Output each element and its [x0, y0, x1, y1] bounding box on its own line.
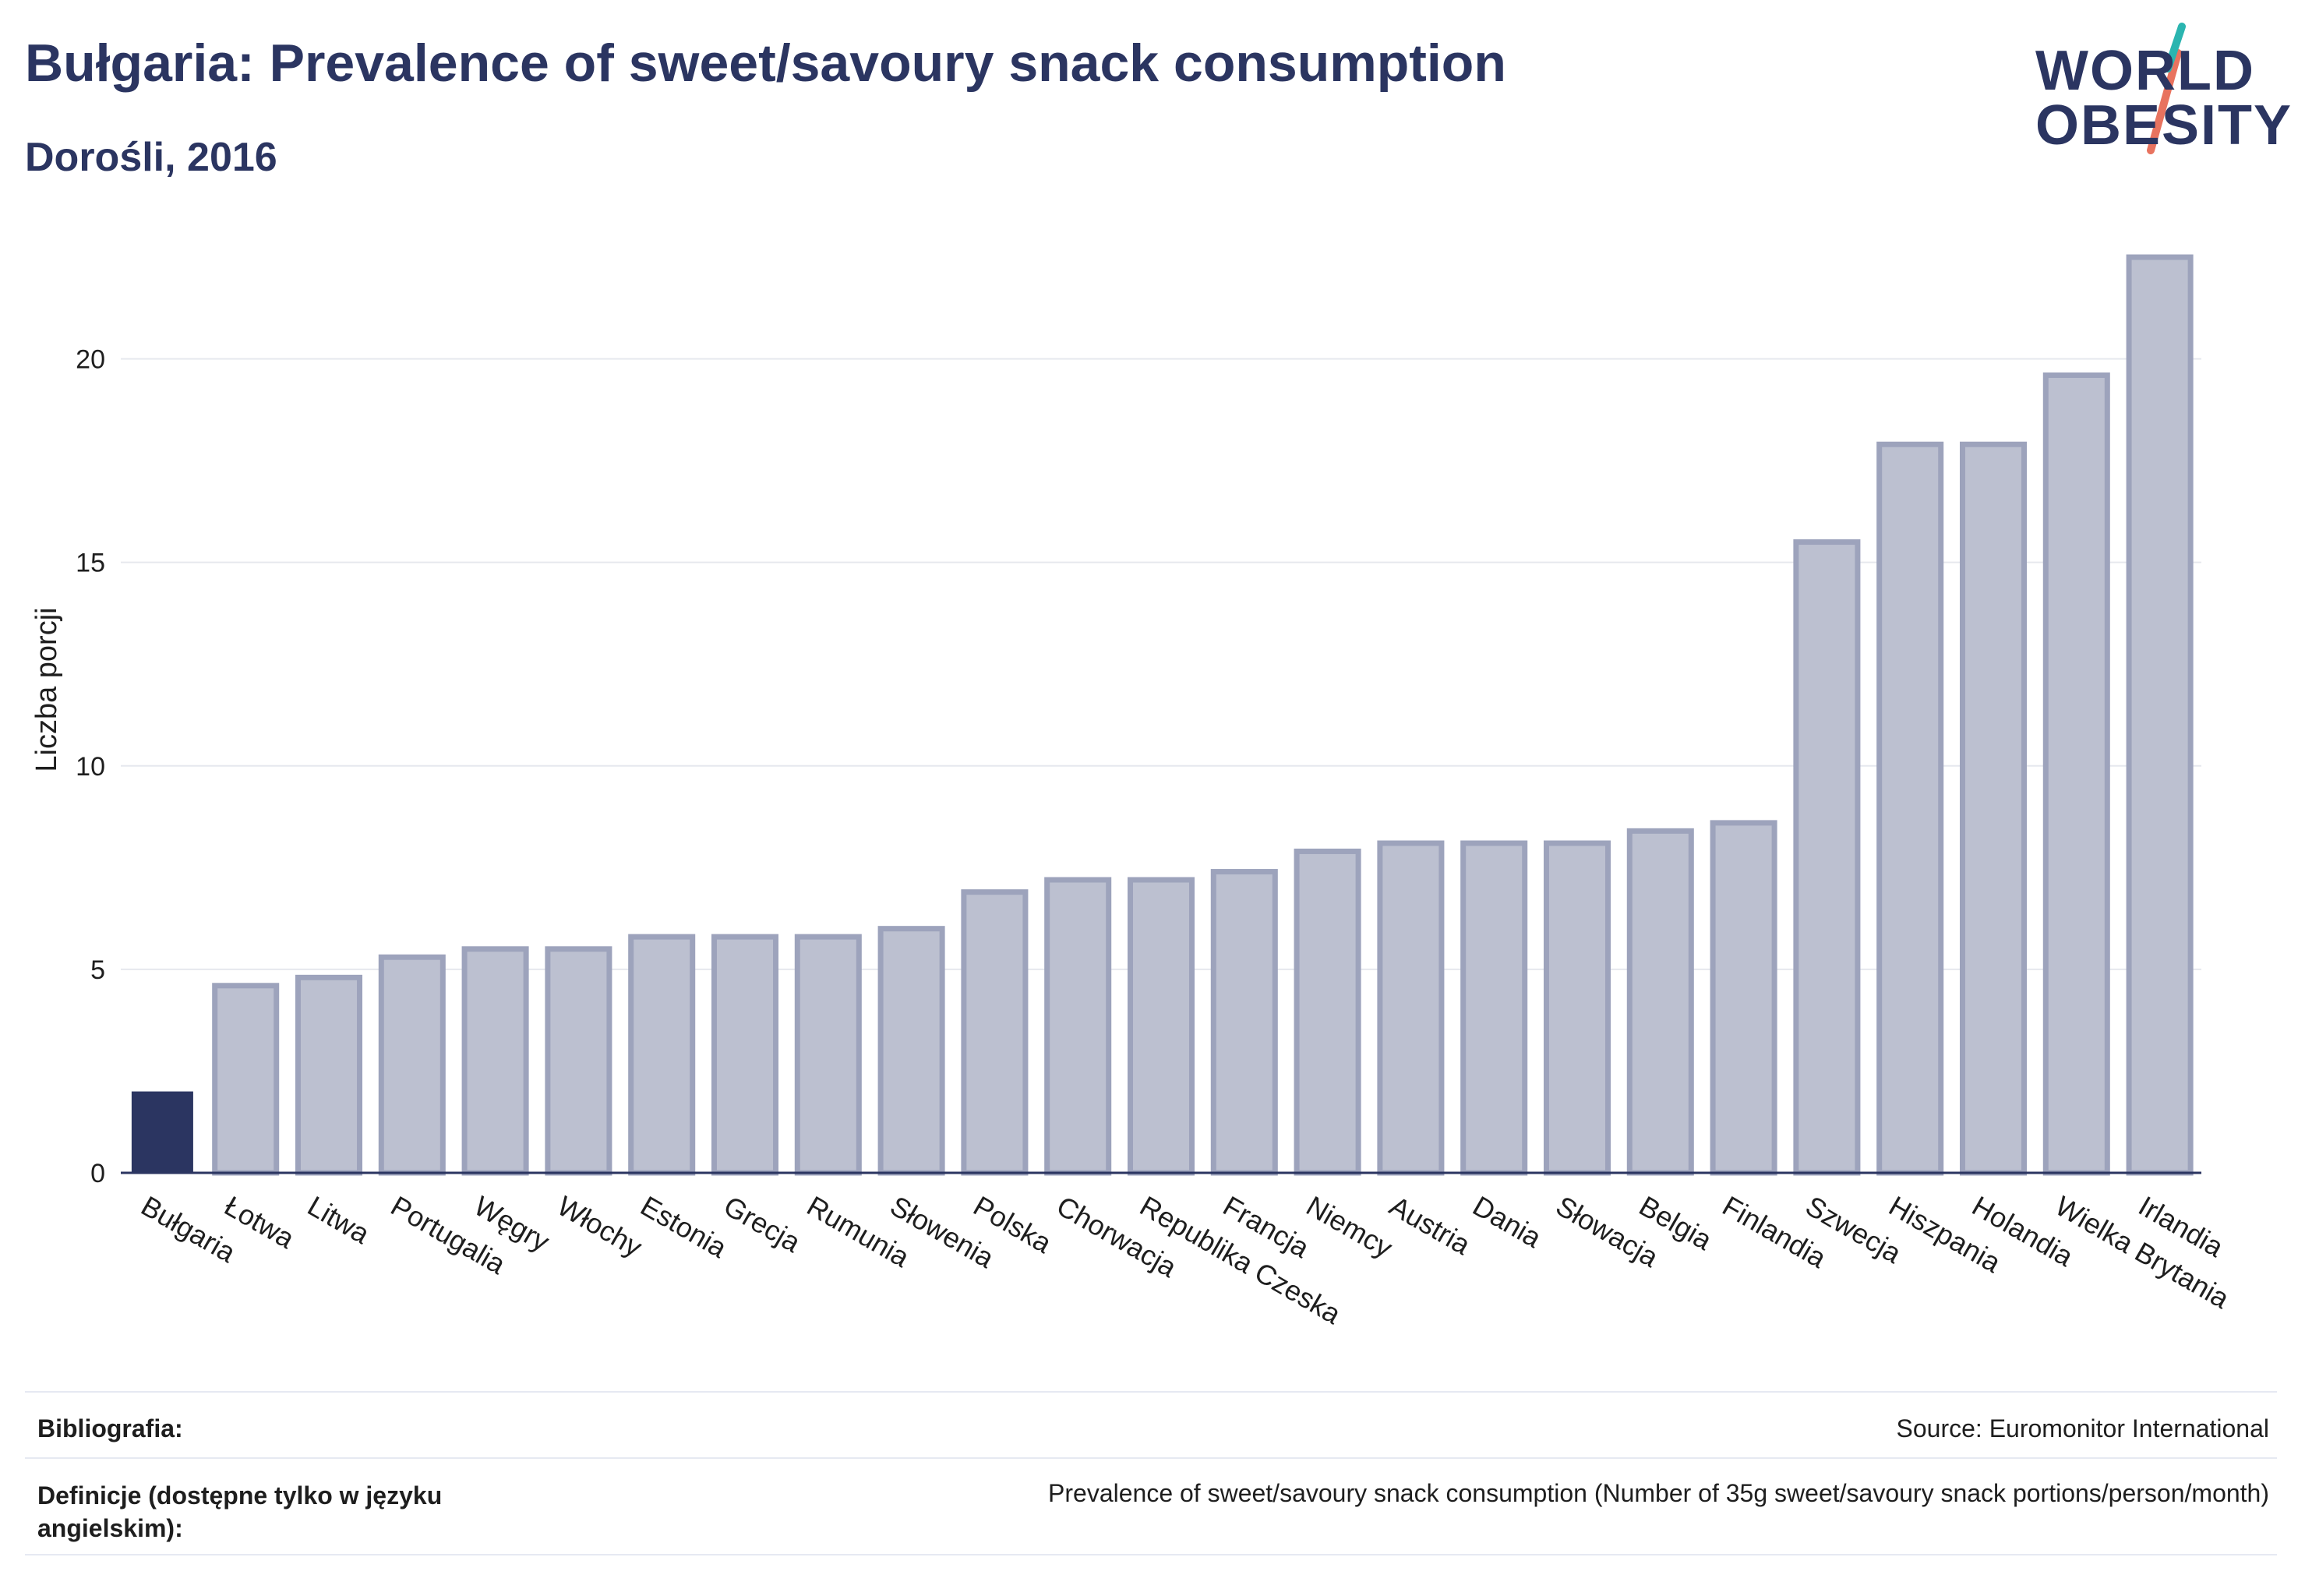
- x-tick-label: Litwa: [302, 1189, 376, 1250]
- bar-portugalia: [378, 954, 446, 1176]
- bars: [131, 254, 2194, 1176]
- chart-subtitle: Dorośli, 2016: [25, 135, 277, 180]
- bar-hiszpania: [1876, 441, 1944, 1176]
- world-obesity-logo: WORLD OBESITY: [2026, 22, 2291, 170]
- y-tick-label: 20: [76, 345, 105, 375]
- y-tick-label: 5: [90, 955, 105, 985]
- bar-austria: [1377, 840, 1445, 1176]
- bar-litwa: [295, 974, 363, 1176]
- x-tick-label: Grecja: [718, 1189, 807, 1259]
- bar-irlandia: [2126, 254, 2194, 1176]
- y-tick-label: 15: [76, 549, 105, 578]
- logo-text-obesity: OBESITY: [2035, 94, 2293, 157]
- x-tick-label: Niemcy: [1301, 1189, 1398, 1264]
- footer-divider-top: [25, 1391, 2277, 1393]
- x-tick-label: Dania: [1467, 1189, 1548, 1254]
- y-tick-label: 10: [76, 752, 105, 782]
- logo-text-world: WORLD: [2035, 40, 2255, 102]
- bar-finlandia: [1710, 820, 1777, 1176]
- bar-węgry: [461, 946, 529, 1176]
- x-tick-label: Bułgaria: [136, 1189, 242, 1269]
- bar-estonia: [628, 934, 696, 1176]
- y-tick-label: 0: [90, 1159, 105, 1188]
- bar-francja: [1210, 869, 1278, 1176]
- footer-divider-middle: [25, 1457, 2277, 1459]
- footer-divider-bottom: [25, 1554, 2277, 1555]
- logo-slash-icon: [2147, 23, 2186, 154]
- bar-republika-czeska: [1127, 877, 1195, 1176]
- bibliography-value: Source: Euromonitor International: [1896, 1414, 2269, 1442]
- x-tick-label: Austria: [1384, 1189, 1476, 1261]
- bar-polska: [961, 889, 1029, 1176]
- bar-belgia: [1626, 828, 1694, 1176]
- definitions-label: Definicje (dostępne tylko w języku angie…: [37, 1481, 443, 1542]
- definitions-value: Prevalence of sweet/savoury snack consum…: [1048, 1479, 2269, 1507]
- bar-słowacja: [1543, 840, 1611, 1176]
- chart-title: Bułgaria: Prevalence of sweet/savoury sn…: [25, 34, 1506, 93]
- bar-bułgaria: [131, 1091, 193, 1173]
- y-axis-label: Liczba porcji: [30, 607, 63, 772]
- bar-holandia: [1959, 441, 2028, 1176]
- bibliography-label: Bibliografia:: [37, 1414, 183, 1442]
- bar-słowenia: [877, 926, 945, 1176]
- bar-rumunia: [794, 934, 862, 1176]
- x-tick-label: Włochy: [552, 1189, 648, 1263]
- bar-dania: [1460, 840, 1528, 1176]
- bar-wielka-brytania: [2042, 372, 2110, 1176]
- bar-niemcy: [1294, 848, 1361, 1176]
- bar-grecja: [711, 934, 779, 1176]
- bar-włochy: [545, 946, 612, 1176]
- bar-szwecja: [1793, 539, 1861, 1176]
- bar-chorwacja: [1044, 877, 1112, 1176]
- bar-łotwa: [212, 983, 280, 1176]
- x-tick-label: Estonia: [635, 1189, 732, 1264]
